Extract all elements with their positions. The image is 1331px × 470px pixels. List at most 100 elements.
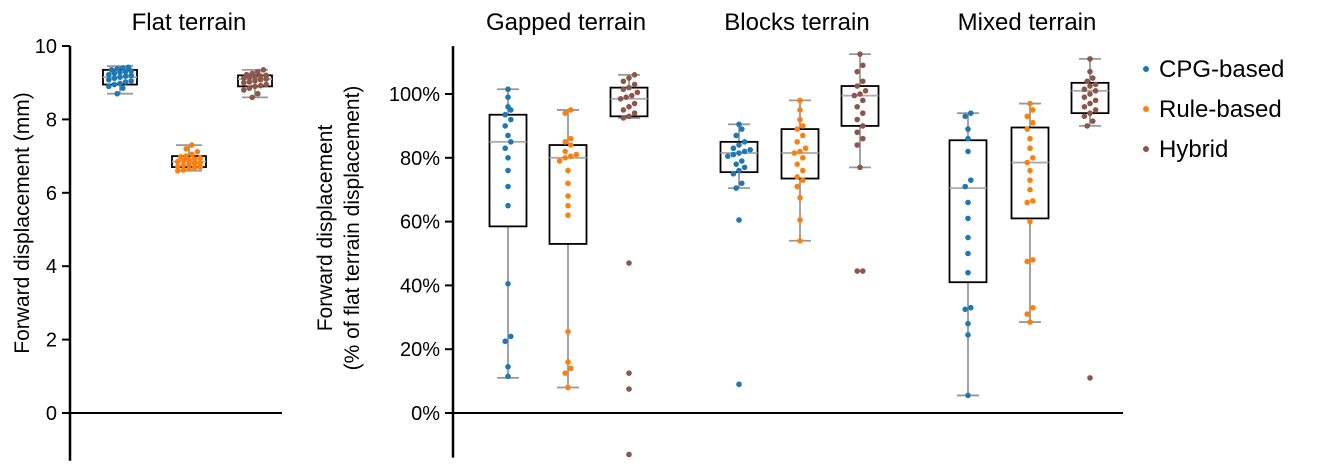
data-point-hybrid <box>631 72 638 78</box>
data-point-hybrid <box>254 68 261 75</box>
data-point-cpg <box>730 145 737 152</box>
data-point-cpg <box>106 76 112 83</box>
data-point-rule <box>794 126 800 132</box>
data-point-hybrid <box>246 79 253 85</box>
data-point-rule <box>794 139 800 145</box>
data-point-hybrid <box>1084 78 1090 85</box>
gapped-terrain-title: Gapped terrain <box>486 9 646 36</box>
data-point-hybrid <box>252 78 258 84</box>
data-point-rule <box>183 145 189 152</box>
data-point-cpg <box>962 306 968 313</box>
legend: CPG-based Rule-based Hybrid <box>1143 56 1284 163</box>
data-point-hybrid <box>626 386 632 392</box>
data-point-cpg <box>733 132 739 139</box>
data-point-cpg <box>505 86 511 93</box>
data-point-cpg <box>965 250 971 257</box>
data-point-hybrid <box>246 85 253 92</box>
terrain-y-axis-label-line2: (% of flat terrain displacement) <box>341 86 364 371</box>
data-point-rule <box>568 142 574 148</box>
data-point-rule <box>180 162 187 169</box>
data-point-hybrid <box>1092 97 1099 104</box>
data-point-cpg <box>111 75 118 82</box>
data-point-cpg <box>117 74 123 80</box>
data-point-rule <box>1024 258 1030 265</box>
data-point-cpg <box>502 123 509 129</box>
data-point-rule <box>191 165 198 171</box>
terrain-y-tick-label: 80% <box>400 148 440 170</box>
data-point-hybrid <box>1087 68 1093 75</box>
data-point-hybrid <box>249 70 255 77</box>
data-point-hybrid <box>854 142 860 148</box>
data-point-rule <box>797 217 803 223</box>
data-point-hybrid <box>631 110 638 116</box>
data-point-rule <box>565 359 571 365</box>
data-point-rule <box>800 177 806 183</box>
data-point-cpg <box>505 281 511 287</box>
data-point-hybrid <box>854 68 860 75</box>
data-point-rule <box>573 151 580 158</box>
data-point-cpg <box>739 180 745 187</box>
data-point-cpg <box>733 161 739 167</box>
data-point-cpg <box>736 150 742 156</box>
data-point-cpg <box>508 139 514 145</box>
legend-marker-hybrid <box>1143 146 1149 152</box>
data-point-hybrid <box>1081 103 1088 110</box>
legend-marker-cpg <box>1143 66 1149 72</box>
terrain-y-tick-label: 100% <box>389 84 440 106</box>
data-point-hybrid <box>623 94 629 100</box>
data-point-hybrid <box>631 81 638 88</box>
data-point-hybrid <box>634 89 641 96</box>
data-point-cpg <box>965 135 971 142</box>
legend-label-rule: Rule-based <box>1159 96 1282 123</box>
data-point-cpg <box>965 234 971 241</box>
data-point-hybrid <box>1092 88 1099 94</box>
data-point-hybrid <box>860 62 866 69</box>
data-point-rule <box>1024 159 1030 166</box>
data-point-rule <box>797 97 803 104</box>
data-point-hybrid <box>626 103 632 110</box>
data-point-rule <box>191 160 198 167</box>
data-point-rule <box>794 183 800 190</box>
data-point-cpg <box>965 199 971 206</box>
data-point-hybrid <box>620 86 627 93</box>
data-point-hybrid <box>854 268 860 274</box>
data-point-cpg <box>741 164 748 171</box>
data-point-cpg <box>508 116 514 123</box>
data-point-rule <box>175 158 181 165</box>
data-point-cpg <box>962 183 968 190</box>
data-point-rule <box>1027 100 1033 107</box>
data-point-cpg <box>106 83 112 90</box>
data-point-hybrid <box>241 79 247 86</box>
data-point-hybrid <box>1084 123 1090 129</box>
data-point-cpg <box>736 121 742 128</box>
data-point-hybrid <box>626 84 632 91</box>
data-point-hybrid <box>629 92 635 99</box>
data-point-hybrid <box>862 88 869 94</box>
data-point-hybrid <box>1090 75 1096 81</box>
data-point-rule <box>180 167 187 173</box>
data-point-cpg <box>122 73 129 79</box>
data-point-hybrid <box>857 91 863 97</box>
blocks-group-rule <box>780 97 820 244</box>
flat-y-tick-label: 4 <box>46 256 57 278</box>
data-point-cpg <box>736 381 742 388</box>
mixed-group-hybrid <box>1070 56 1110 381</box>
flat-y-tick-label: 10 <box>35 36 57 58</box>
data-point-hybrid <box>860 78 866 85</box>
data-point-hybrid <box>1087 91 1093 97</box>
panel-mixed <box>948 56 1110 399</box>
data-point-rule <box>175 163 181 170</box>
data-point-rule <box>565 202 571 209</box>
data-point-hybrid <box>626 370 632 376</box>
flat-terrain-title: Flat terrain <box>132 9 247 36</box>
data-point-cpg <box>106 71 112 78</box>
data-point-rule <box>568 135 574 142</box>
data-point-cpg <box>741 148 748 155</box>
panel-gapped <box>488 72 649 458</box>
data-point-cpg <box>736 142 742 148</box>
data-point-hybrid <box>857 164 863 171</box>
terrain-y-tick-label: 20% <box>400 339 440 361</box>
data-point-cpg <box>965 332 971 338</box>
data-point-hybrid <box>1081 113 1088 120</box>
